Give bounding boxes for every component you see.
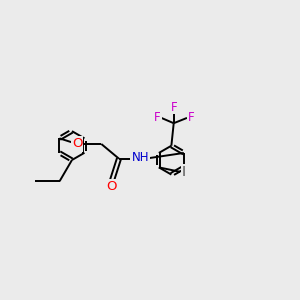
Text: O: O xyxy=(106,180,117,193)
Text: O: O xyxy=(72,137,83,151)
Text: F: F xyxy=(154,111,161,124)
Text: I: I xyxy=(182,165,186,179)
Text: NH: NH xyxy=(131,151,149,164)
Text: F: F xyxy=(188,111,194,124)
Text: F: F xyxy=(170,100,177,113)
